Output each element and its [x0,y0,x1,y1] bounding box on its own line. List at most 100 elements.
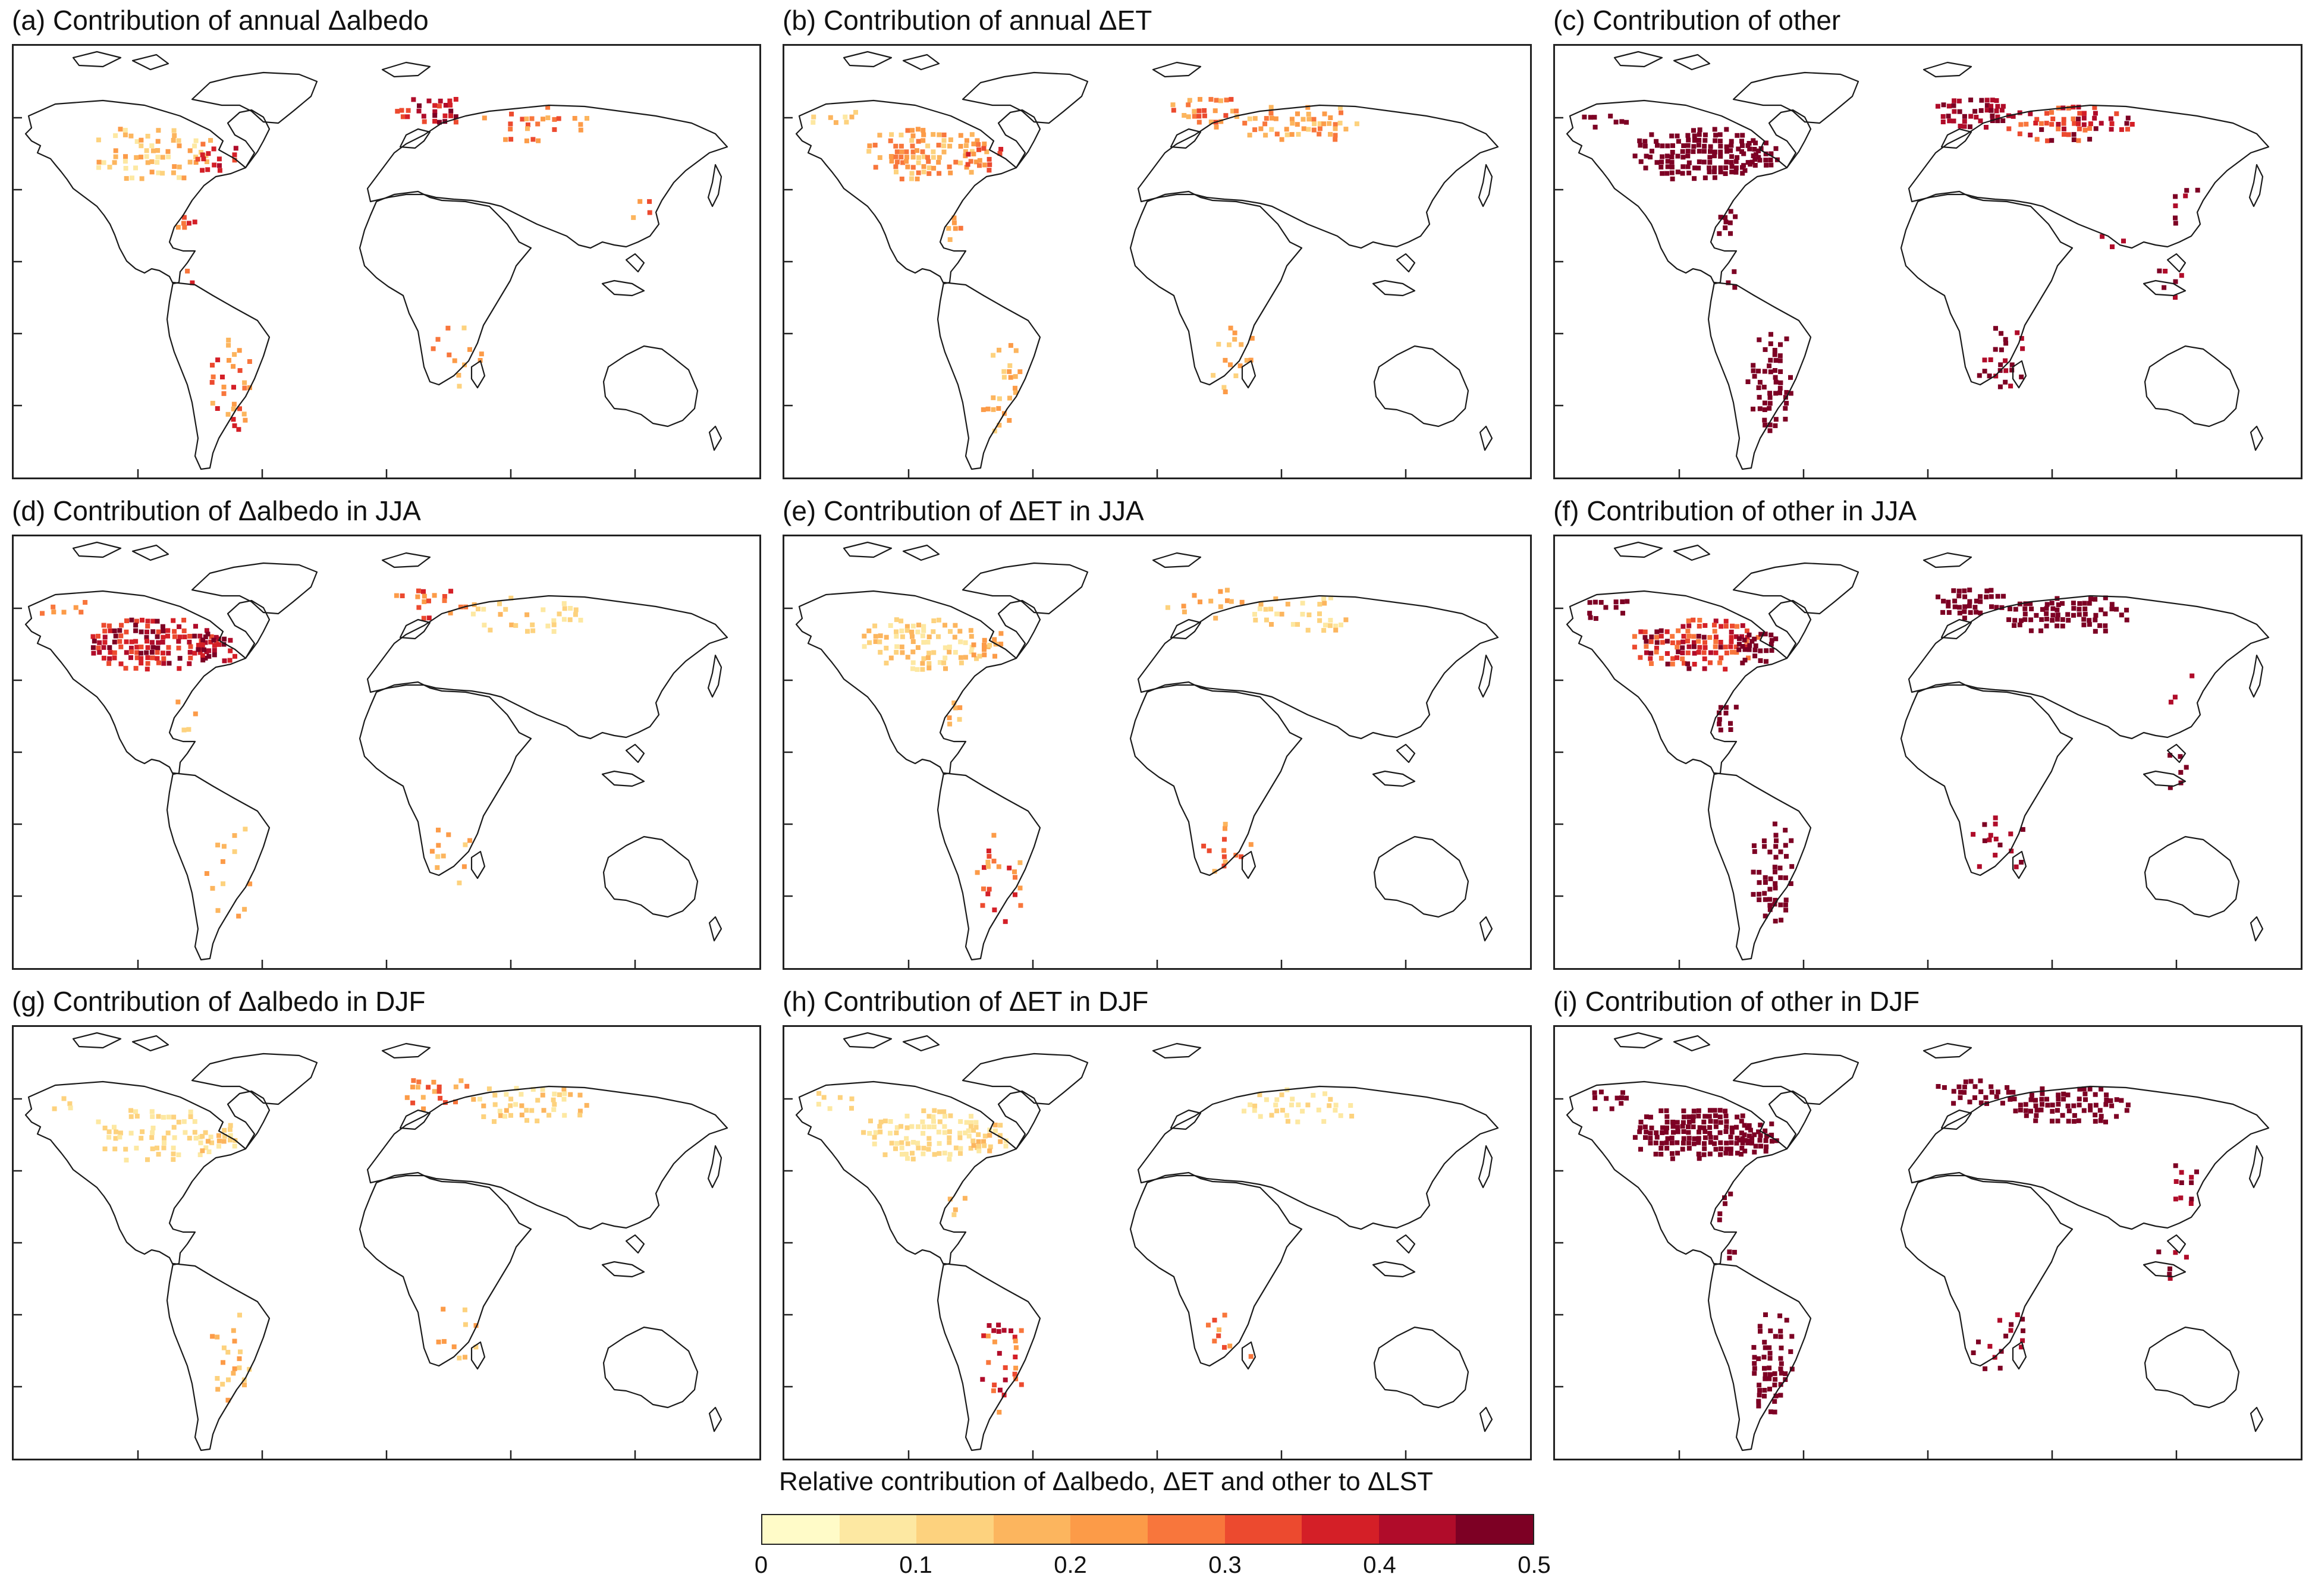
contribution-pixel [176,1152,181,1157]
contribution-pixel [1624,1095,1629,1101]
contribution-pixel [1968,124,1972,130]
contribution-pixel [1941,598,1946,604]
contribution-pixel [1734,1141,1739,1146]
contribution-pixel [1769,637,1774,643]
contribution-pixel [1349,1114,1355,1119]
contribution-pixel [197,633,203,639]
contribution-pixel [1686,618,1691,624]
contribution-pixel [1012,1371,1017,1377]
contribution-pixel [2019,1344,2024,1350]
contribution-pixel [1982,822,1987,827]
contribution-pixel [1712,169,1717,175]
contribution-pixel [1692,138,1697,143]
coastline [470,360,486,389]
contribution-pixel [145,1157,150,1163]
contribution-pixel [1701,1125,1707,1130]
contribution-pixel [1752,1355,1757,1360]
contribution-pixel [1230,108,1235,114]
contribution-pixel [2050,612,2056,618]
contribution-pixel [1212,1339,1217,1344]
contribution-pixel [161,629,166,634]
contribution-pixel [1746,1133,1752,1139]
contribution-pixel [508,595,514,601]
map-panel-i: (i) Contribution of other in DJF [1553,984,2302,1472]
contribution-pixel [187,1136,192,1141]
contribution-pixel [1740,1141,1745,1146]
contribution-pixel [432,103,438,108]
contribution-pixel [921,656,926,661]
coastline [1923,61,1972,78]
contribution-pixel [145,645,150,650]
contribution-pixel [133,1109,139,1114]
contribution-pixel [525,126,530,131]
contribution-pixel [2071,137,2077,142]
contribution-pixel [1712,165,1717,171]
contribution-pixel [1638,1125,1643,1130]
contribution-pixel [205,167,211,172]
contribution-pixel [821,1095,827,1100]
contribution-pixel [1608,114,1613,119]
contribution-pixel [2001,593,2006,599]
contribution-pixel [1333,1102,1339,1108]
contribution-pixel [2028,133,2033,137]
contribution-pixel [438,1095,443,1101]
contribution-pixel [243,827,248,832]
contribution-pixels [40,588,583,919]
contribution-pixel [997,347,1001,353]
contribution-pixel [904,1113,910,1119]
coastline [2248,654,2264,698]
contribution-pixel [1702,1141,1707,1146]
contribution-pixel [833,120,838,125]
contribution-pixel [160,155,165,160]
contribution-pixel [2024,121,2029,127]
coastline [1673,544,1711,561]
contribution-pixel [1328,131,1333,137]
contribution-pixel [1751,869,1756,875]
contribution-pixel [947,237,953,242]
contribution-pixel [1978,610,1983,615]
contribution-pixel [1767,1365,1772,1371]
contribution-pixel [2077,1086,2082,1092]
contribution-pixel [1244,358,1249,363]
contribution-pixel [899,1145,904,1151]
contribution-pixel [1757,337,1762,343]
contribution-pixel [1685,650,1691,655]
contribution-pixel [1762,417,1767,423]
contribution-pixel [958,144,963,149]
contribution-pixel [1658,165,1664,169]
contribution-pixel [973,1124,979,1130]
coastline [399,128,431,149]
contribution-pixel [140,617,144,623]
contribution-pixel [2017,622,2022,627]
contribution-pixel [2056,602,2061,607]
contribution-pixel [83,600,88,605]
contribution-pixel [1223,822,1228,827]
contribution-pixel [968,159,973,164]
contribution-pixel [1216,1333,1221,1339]
contribution-pixel [1675,1129,1680,1135]
contribution-pixel [1763,913,1768,919]
contribution-pixel [1333,1108,1338,1113]
contribution-pixel [872,623,878,629]
contribution-pixel [1638,1146,1643,1152]
contribution-pixel [1680,651,1685,655]
contribution-pixel [108,628,113,633]
contribution-pixel [1321,1119,1327,1124]
contribution-pixel [1670,634,1675,639]
coastline [707,654,722,698]
contribution-pixel [1702,640,1707,645]
contribution-pixel [112,639,117,645]
contribution-pixel [482,115,487,121]
contribution-pixel [910,149,916,155]
contribution-pixel [481,1103,486,1108]
coastline [1908,104,2270,249]
contribution-pixel [1587,611,1592,616]
contribution-pixel [969,149,975,154]
contribution-pixel [1708,144,1713,149]
contribution-pixel [1749,1136,1755,1141]
contribution-pixel [557,1092,562,1097]
contribution-pixel [1012,1334,1017,1340]
contribution-pixel [1003,919,1008,924]
contribution-pixel [2077,612,2082,617]
contribution-pixel [970,1138,976,1143]
